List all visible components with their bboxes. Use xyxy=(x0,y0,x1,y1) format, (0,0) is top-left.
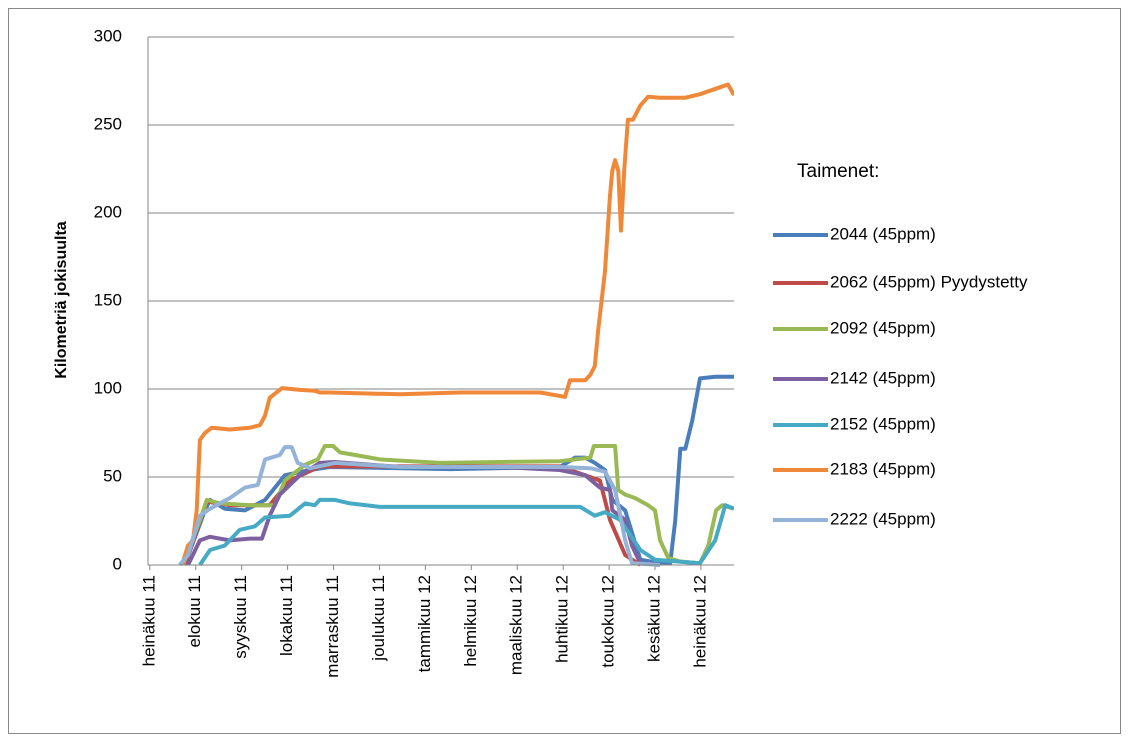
legend-title: Taimenet: xyxy=(797,161,879,182)
x-tick-label: joulukuu 11 xyxy=(369,575,388,662)
x-tick-label: lokakuu 11 xyxy=(277,575,296,656)
x-tick-label: syyskuu 11 xyxy=(231,575,250,659)
x-tick-label: heinäkuu 12 xyxy=(690,575,709,668)
x-tick-label: huhtikuu 12 xyxy=(553,575,572,663)
x-tick-label: helmikuu 12 xyxy=(461,575,480,667)
x-tick-label: kesäkuu 12 xyxy=(644,575,663,662)
x-tick-label: maaliskuu 12 xyxy=(507,575,526,675)
y-tick-label: 100 xyxy=(94,378,122,397)
y-tick-label: 250 xyxy=(94,114,122,133)
legend-label: 2092 (45ppm) xyxy=(830,318,936,337)
x-tick-label: tammikuu 12 xyxy=(415,575,434,672)
series-line xyxy=(198,497,734,567)
series-line xyxy=(180,82,734,566)
legend-label: 2142 (45ppm) xyxy=(830,368,936,387)
legend-label: 2062 (45ppm) Pyydystetty xyxy=(830,272,1028,291)
y-tick-label: 0 xyxy=(113,554,122,573)
chart-frame xyxy=(8,8,1121,734)
series-line xyxy=(178,445,661,567)
legend-label: 2044 (45ppm) xyxy=(830,224,936,243)
legend-label: 2152 (45ppm) xyxy=(830,414,936,433)
plot-lines xyxy=(178,82,734,567)
x-tick-label: elokuu 11 xyxy=(185,575,204,647)
legend-label: 2222 (45ppm) xyxy=(830,509,936,528)
y-tick-label: 50 xyxy=(103,466,122,485)
x-tick-label: heinäkuu 11 xyxy=(139,575,158,666)
y-tick-label: 300 xyxy=(94,26,122,45)
y-axis-label: Kilometriä jokisuulta xyxy=(53,221,70,378)
legend-label: 2183 (45ppm) xyxy=(830,459,936,478)
y-tick-label: 200 xyxy=(94,202,122,221)
x-tick-label: marraskuu 11 xyxy=(323,575,342,678)
y-tick-label: 150 xyxy=(94,290,122,309)
x-tick-label: toukokuu 12 xyxy=(599,575,618,668)
